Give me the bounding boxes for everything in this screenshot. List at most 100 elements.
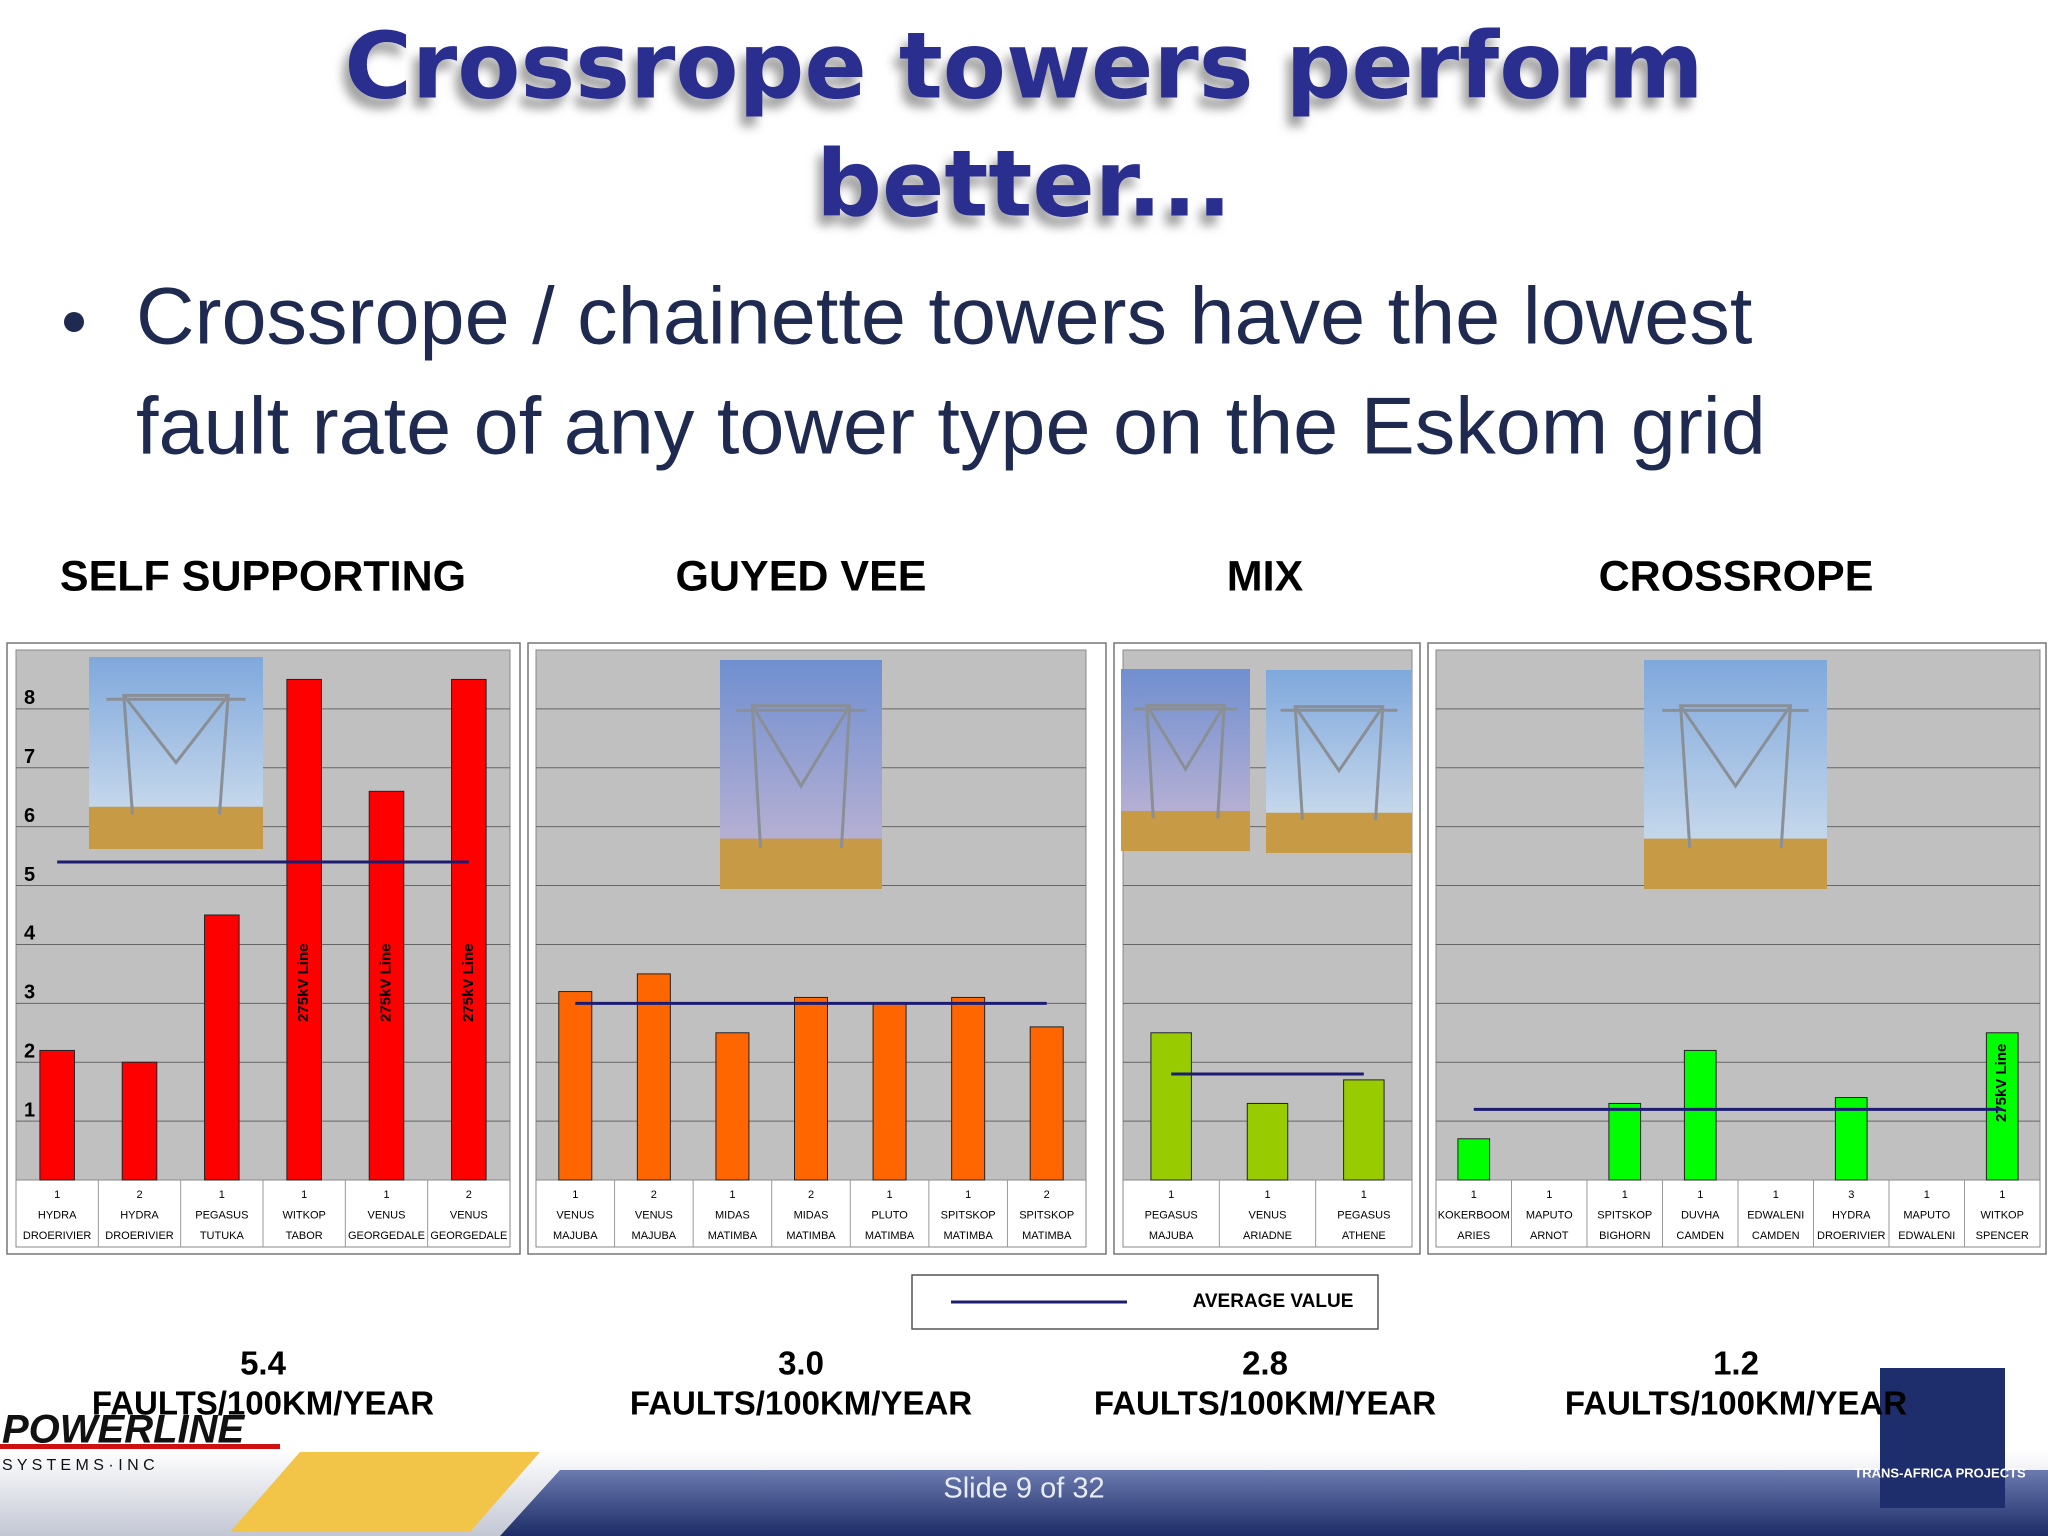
title-line: Crossrope towers perform <box>344 12 1703 119</box>
bar-note: 275kV Line <box>377 944 394 1022</box>
bar <box>1608 1102 1642 1181</box>
x-tick-label: WITKOP <box>1981 1209 2024 1221</box>
y-tick-label: 3 <box>24 982 35 1004</box>
x-tick-label: 3 <box>1848 1189 1854 1201</box>
chart-header: SELF SUPPORTING <box>60 552 466 600</box>
footer-band <box>500 1470 2048 1536</box>
logo-right-bg <box>1880 1368 2005 1508</box>
tower-photo <box>1121 669 1250 851</box>
x-tick-label: MATIMBA <box>943 1230 993 1242</box>
x-tick-label: 1 <box>1697 1189 1703 1201</box>
x-tick-label: MATIMBA <box>1022 1230 1072 1242</box>
bar <box>794 996 828 1181</box>
summary-unit: FAULTS/100KM/YEAR <box>1094 1385 1436 1422</box>
x-tick-label: MATIMBA <box>786 1230 836 1242</box>
x-tick-label: 2 <box>808 1189 814 1201</box>
x-tick-label: TABOR <box>286 1230 323 1242</box>
x-tick-label: 1 <box>1471 1189 1477 1201</box>
x-tick-label: ATHENE <box>1342 1230 1386 1242</box>
bullet-dot <box>64 312 84 332</box>
summary-value: 3.0 <box>778 1345 824 1382</box>
bar-note: 275kV Line <box>295 944 312 1022</box>
x-tick-label: EDWALENI <box>1898 1230 1955 1242</box>
tower-photo <box>1266 670 1412 853</box>
bar <box>1246 1102 1289 1181</box>
bar <box>1985 1032 2019 1181</box>
photo-tower <box>1662 704 1809 848</box>
bar <box>1150 1032 1192 1181</box>
x-tick-label: 1 <box>54 1189 60 1201</box>
tower-photo <box>89 657 263 849</box>
x-tick-label: PLUTO <box>871 1209 908 1221</box>
tower-photo <box>1644 660 1827 889</box>
summary-value: 2.8 <box>1242 1345 1288 1382</box>
x-tick-label: MAJUBA <box>1149 1230 1194 1242</box>
x-tick-label: ARIADNE <box>1243 1230 1292 1242</box>
photo-tower <box>106 693 246 815</box>
photo-ground <box>1644 838 1827 889</box>
bar <box>715 1032 750 1181</box>
x-tick-label: HYDRA <box>38 1209 77 1221</box>
bar <box>1343 1079 1385 1181</box>
chart-header: MIX <box>1227 552 1304 600</box>
x-tick-label: MIDAS <box>794 1209 829 1221</box>
x-tick-label: 1 <box>1924 1189 1930 1201</box>
y-tick-label: 5 <box>24 864 35 886</box>
x-tick-label: 2 <box>466 1189 472 1201</box>
x-tick-label: EDWALENI <box>1747 1209 1804 1221</box>
x-tick-label: 1 <box>1622 1189 1628 1201</box>
x-tick-label: MAJUBA <box>632 1230 677 1242</box>
x-tick-label: 1 <box>383 1189 389 1201</box>
chart-header: GUYED VEE <box>676 552 927 600</box>
x-tick-label: 1 <box>301 1189 307 1201</box>
x-tick-label: MAJUBA <box>553 1230 598 1242</box>
logo-left-sub: S Y S T E M S · I N C <box>2 1457 155 1474</box>
x-tick-label: MATIMBA <box>708 1230 758 1242</box>
x-tick-label: 1 <box>1361 1189 1367 1201</box>
summary-value: 5.4 <box>240 1345 287 1382</box>
x-tick-label: SPITSKOP <box>1019 1209 1074 1221</box>
chart-header: CROSSROPE <box>1599 552 1874 600</box>
bar <box>368 790 405 1181</box>
bar <box>1834 1097 1868 1181</box>
legend-label: AVERAGE VALUE <box>1193 1291 1354 1312</box>
photo-tower <box>736 704 866 848</box>
photo-tower <box>1280 705 1398 821</box>
bar <box>451 678 487 1181</box>
x-tick-label: VENUS <box>556 1209 594 1221</box>
x-tick-label: 1 <box>965 1189 971 1201</box>
summary-value: 1.2 <box>1713 1345 1759 1382</box>
bar <box>558 991 593 1181</box>
logo-stripe <box>0 1444 280 1449</box>
photo-ground <box>720 838 882 889</box>
x-tick-label: CAMDEN <box>1676 1230 1724 1242</box>
title-line: better... <box>816 130 1232 237</box>
x-tick-label: SPENCER <box>1976 1230 2029 1242</box>
x-tick-label: 1 <box>887 1189 893 1201</box>
x-tick-label: ARNOT <box>1530 1230 1569 1242</box>
x-tick-label: VENUS <box>450 1209 488 1221</box>
x-tick-label: SPITSKOP <box>1597 1209 1652 1221</box>
x-tick-label: PEGASUS <box>1337 1209 1390 1221</box>
x-tick-label: DROERIVIER <box>23 1230 92 1242</box>
category-area <box>535 1179 1087 1248</box>
x-tick-label: GEORGEDALE <box>430 1230 507 1242</box>
x-tick-label: 1 <box>729 1189 735 1201</box>
summary-unit: FAULTS/100KM/YEAR <box>630 1385 972 1422</box>
x-tick-label: 2 <box>136 1189 142 1201</box>
x-tick-label: VENUS <box>368 1209 406 1221</box>
x-tick-label: MATIMBA <box>865 1230 915 1242</box>
bar <box>1457 1138 1491 1181</box>
y-tick-label: 6 <box>24 805 35 827</box>
x-tick-label: 2 <box>1044 1189 1050 1201</box>
bar <box>121 1061 158 1181</box>
x-tick-label: 1 <box>1999 1189 2005 1201</box>
bar-note: 275kV Line <box>1993 1044 2010 1122</box>
x-tick-label: HYDRA <box>1832 1209 1871 1221</box>
footer: Slide 9 of 32 POWERLINE S Y S T E M S · … <box>0 1368 2048 1536</box>
bar <box>1029 1026 1064 1181</box>
x-tick-label: DROERIVIER <box>105 1230 174 1242</box>
x-tick-label: BIGHORN <box>1599 1230 1650 1242</box>
photo-ground <box>1121 810 1250 851</box>
